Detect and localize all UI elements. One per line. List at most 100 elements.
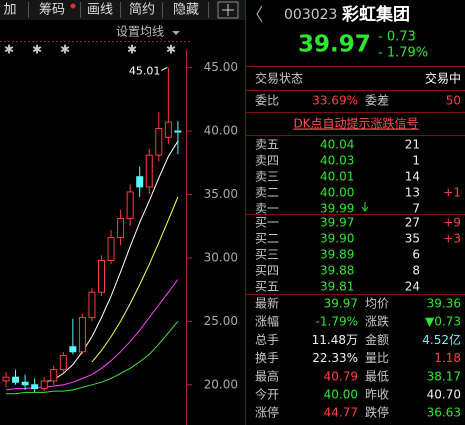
- book-label: 买五: [255, 280, 279, 294]
- toolbar-tab[interactable]: 简约: [129, 2, 155, 18]
- toolbar-tab[interactable]: 画线: [87, 3, 113, 18]
- toolbar-tab[interactable]: 隐藏: [173, 3, 199, 18]
- book-volume: 1: [412, 154, 420, 168]
- book-label: 买四: [255, 264, 279, 278]
- stat-value: 39.36: [427, 297, 461, 311]
- stock-name: 彩虹集团: [341, 4, 410, 25]
- candle-body: [2, 376, 10, 382]
- ma-settings[interactable]: 设置均线: [116, 25, 164, 39]
- candle-body: [155, 128, 163, 156]
- stat-label: 涨幅: [255, 314, 279, 329]
- stock-code: 003023: [284, 7, 337, 23]
- book-label: 卖二: [255, 186, 279, 200]
- star: ✱: [166, 43, 176, 57]
- candle-body: [126, 191, 134, 220]
- y-tick-label: 20.00: [204, 377, 238, 391]
- stars: ✱ ✱ ✱ ✱ ✱: [4, 43, 176, 57]
- stat-value: 40.79: [324, 369, 358, 383]
- book-label: 卖一: [255, 202, 279, 216]
- stat-value: 40.70: [427, 388, 461, 402]
- book-label: 卖五: [255, 138, 279, 152]
- stat-label: 跌停: [365, 405, 389, 420]
- candle-body: [174, 130, 182, 133]
- toolbar: [0, 0, 245, 20]
- back-arrow[interactable]: [256, 5, 263, 23]
- stat-label: 涨停: [255, 405, 279, 420]
- stat-value: 1.18: [434, 351, 461, 365]
- stat-label: 最新: [255, 296, 279, 311]
- stat-label: 换手: [255, 351, 279, 365]
- y-tick-label: 45.00: [204, 60, 238, 74]
- book-volume: 14: [405, 170, 420, 184]
- stat-value: 36.63: [427, 406, 461, 420]
- status-value: 交易中: [425, 71, 461, 86]
- candle-body: [107, 237, 115, 261]
- stat-value: 22.33%: [312, 351, 358, 365]
- ma-line: [91, 196, 179, 363]
- stat-label: 最低: [365, 369, 389, 383]
- book-label: 买三: [255, 248, 279, 262]
- stat-label: 均价: [365, 297, 389, 311]
- stat-value: 39.97: [324, 297, 358, 311]
- status-label: 交易状态: [255, 71, 303, 86]
- y-tick-label: 25.00: [204, 314, 238, 328]
- candle-body: [59, 355, 67, 371]
- book-price: 40.03: [320, 154, 354, 168]
- signal-link[interactable]: DK点自动提示涨跌信号: [293, 116, 418, 131]
- book-volume: 24: [405, 280, 420, 294]
- plus-icon: [222, 4, 234, 16]
- book-price: 39.89: [320, 248, 354, 262]
- ma-line: [6, 320, 179, 395]
- book-change: +9: [443, 216, 461, 230]
- book-label: 卖四: [255, 154, 279, 168]
- candle-body: [12, 376, 20, 383]
- star: ✱: [4, 43, 14, 57]
- book-price: 40.00: [320, 186, 354, 200]
- book-volume: 8: [412, 264, 420, 278]
- book-price: 40.01: [320, 170, 354, 184]
- stat-value: 38.17: [427, 369, 461, 383]
- stat-value: -1.79%: [316, 315, 358, 329]
- toolbar-tab[interactable]: 筹码: [39, 2, 65, 18]
- diff-value: 50: [446, 94, 461, 108]
- stat-value: 44.77: [324, 406, 358, 420]
- candle-body: [21, 381, 29, 386]
- high-pointer: [161, 67, 168, 71]
- book-volume: 21: [405, 138, 420, 152]
- star: ✱: [127, 43, 137, 57]
- stat-label: 涨跌: [365, 314, 389, 329]
- book-price: 39.97: [320, 216, 354, 230]
- stat-label: 最高: [255, 368, 279, 383]
- dropdown-arrow: [172, 31, 180, 35]
- candle-body: [50, 369, 58, 382]
- stat-value: ▼0.73: [425, 315, 461, 329]
- stat-label: 今开: [255, 387, 279, 402]
- book-price: 39.88: [320, 264, 354, 278]
- star: ✱: [32, 43, 42, 57]
- book-label: 买二: [255, 232, 279, 246]
- last-price: 39.97: [298, 32, 371, 58]
- book-price: 39.90: [320, 232, 354, 246]
- book-volume: 35: [405, 232, 420, 246]
- stat-label: 总手: [255, 333, 279, 347]
- y-tick-label: 40.00: [204, 124, 238, 138]
- book-change: +3: [443, 232, 461, 246]
- candle-body: [31, 384, 39, 390]
- book-label: 卖三: [255, 170, 279, 184]
- stat-value: 4.52亿: [422, 332, 461, 347]
- ma-line: [44, 140, 179, 383]
- toolbar-tab[interactable]: 加: [3, 3, 16, 18]
- candle-body: [145, 154, 153, 188]
- candle-body: [136, 176, 144, 188]
- add-button[interactable]: [217, 1, 239, 19]
- ratio-value: 33.69%: [312, 94, 358, 108]
- book-price: 40.04: [320, 138, 354, 152]
- candle-body: [98, 259, 105, 293]
- candle-body: [40, 380, 48, 390]
- book-volume: 6: [412, 248, 420, 262]
- diff-label: 委差: [365, 94, 389, 108]
- book-price: 39.99: [320, 202, 354, 216]
